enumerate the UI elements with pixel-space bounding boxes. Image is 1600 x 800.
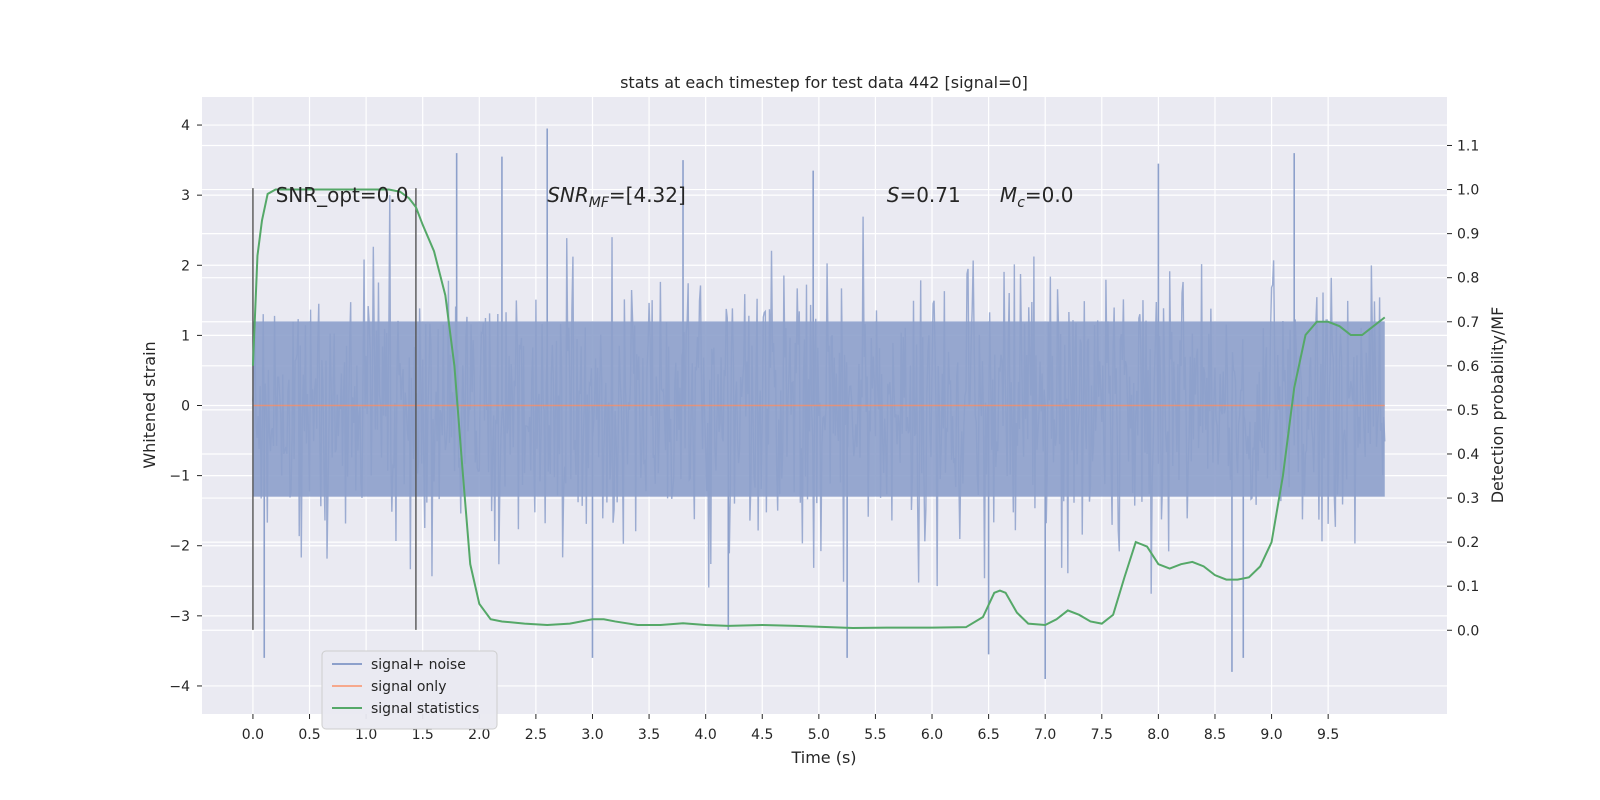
x-tick-label: 6.5 <box>977 727 999 743</box>
y2-tick-label: 0.3 <box>1457 491 1479 507</box>
y-tick-label: 2 <box>181 258 190 274</box>
x-tick-label: 7.5 <box>1091 727 1113 743</box>
y2-axis-ticks: 0.0 0.1 0.2 0.3 0.4 0.5 0.6 0.7 0.8 0.9 1.0 1.1 <box>1447 138 1479 639</box>
x-tick-label: 2.0 <box>468 727 490 743</box>
y-axis-ticks: −4 −3 −2 −1 0 1 2 3 4 <box>169 118 202 695</box>
x-axis-label: Time (s) <box>790 748 856 767</box>
annotation-text: Mc=0.0 <box>1000 183 1074 211</box>
x-tick-label: 4.5 <box>751 727 773 743</box>
annotation-text: SNR_opt=0.0 <box>276 183 409 207</box>
x-tick-label: 1.5 <box>412 727 434 743</box>
y-axis-label: Whitened strain <box>140 341 159 468</box>
y2-tick-label: 0.8 <box>1457 271 1479 287</box>
x-tick-label: 7.0 <box>1034 727 1056 743</box>
y-tick-label: 1 <box>181 328 190 344</box>
x-tick-label: 2.5 <box>525 727 547 743</box>
y-tick-label: −2 <box>169 539 190 555</box>
y2-tick-label: 0.6 <box>1457 359 1479 375</box>
x-tick-label: 5.0 <box>808 727 830 743</box>
x-tick-label: 3.5 <box>638 727 660 743</box>
signal-noise-series <box>252 128 1386 679</box>
x-tick-label: 9.5 <box>1317 727 1339 743</box>
x-tick-label: 8.5 <box>1204 727 1226 743</box>
y2-tick-label: 0.7 <box>1457 315 1479 331</box>
y-tick-label: −1 <box>169 469 190 485</box>
y-tick-label: 3 <box>181 188 190 204</box>
y2-tick-label: 0.0 <box>1457 623 1479 639</box>
y-tick-label: 4 <box>181 118 190 134</box>
x-tick-label: 3.0 <box>581 727 603 743</box>
x-tick-label: 4.0 <box>695 727 717 743</box>
legend: signal+ noise signal only signal statist… <box>321 650 498 730</box>
x-tick-label: 9.0 <box>1260 727 1282 743</box>
legend-label-signal-statistics: signal statistics <box>371 701 479 717</box>
x-tick-label: 0.0 <box>242 727 264 743</box>
x-tick-label: 8.0 <box>1147 727 1169 743</box>
y2-tick-label: 0.1 <box>1457 579 1479 595</box>
y2-tick-label: 0.2 <box>1457 535 1479 551</box>
y2-axis-label: Detection probability/MF <box>1488 307 1507 504</box>
x-tick-label: 0.5 <box>298 727 320 743</box>
x-tick-label: 1.0 <box>355 727 377 743</box>
legend-box <box>321 650 498 730</box>
y-tick-label: −3 <box>169 609 190 625</box>
annotation-text: SNRMF=[4.32] <box>547 183 686 211</box>
annotation-text: S=0.71 <box>887 183 961 207</box>
legend-label-signal-noise: signal+ noise <box>371 657 466 673</box>
signal-noise-core <box>252 321 1385 497</box>
y2-tick-label: 1.0 <box>1457 183 1479 199</box>
y-tick-label: −4 <box>169 679 190 695</box>
signal-statistics-line <box>251 188 1386 630</box>
y2-tick-label: 0.4 <box>1457 447 1479 463</box>
annotations: SNR_opt=0.0 SNRMF=[4.32] S=0.71 Mc=0.0 <box>276 183 1074 211</box>
legend-label-signal-only: signal only <box>371 679 446 695</box>
y2-tick-label: 0.9 <box>1457 227 1479 243</box>
chart-title: stats at each timestep for test data 442… <box>620 73 1028 92</box>
y2-tick-label: 0.5 <box>1457 403 1479 419</box>
signal-statistics-series <box>251 188 1386 630</box>
x-tick-label: 6.0 <box>921 727 943 743</box>
y2-tick-label: 1.1 <box>1457 138 1479 154</box>
y-tick-label: 0 <box>181 399 190 415</box>
x-axis-ticks: 0.0 0.5 1.0 1.5 2.0 2.5 3.0 3.5 4.0 4.5 5.0 5.5 6.0 6… <box>242 714 1339 743</box>
marker-lines <box>252 188 417 630</box>
x-tick-label: 5.5 <box>864 727 886 743</box>
